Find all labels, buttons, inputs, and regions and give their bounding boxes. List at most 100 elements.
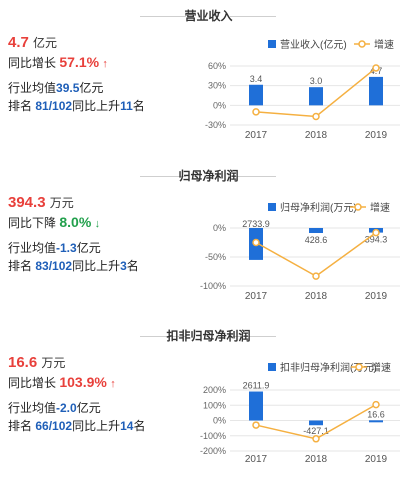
y-tick-label: 0% [213,416,226,426]
change-label: 同比下降 [8,216,57,230]
growth-point-2017 [252,238,260,247]
growth-point-2017 [252,421,260,429]
y-tick-label: 200% [203,385,226,395]
y-tick-label: -100% [200,281,226,291]
arrow-up-icon: ↑ [110,378,116,390]
industry-unit: 亿元 [76,401,101,415]
section-title-text: 扣非归母净利润 [166,329,251,343]
rank-value: 81/102 [35,99,73,113]
rank-row: 排名 81/102同比上升11名 [8,97,198,115]
bar-data-label: 3.0 [310,76,323,86]
section-1: 归母净利润 394.3 万元 同比下降 8.0% ↓ 行业均值-1.3亿元 排名 83/… [0,160,417,320]
industry-unit: 亿元 [76,241,101,255]
rank-suffix: 名 [132,99,145,113]
y-tick-label: 0% [213,100,226,110]
y-tick-label: -200% [200,446,226,456]
value-number: 4.7 [8,34,29,51]
x-tick-label: 2019 [365,130,388,141]
title-divider-left [140,336,186,337]
bar-data-label: 2611.9 [243,381,270,391]
combo-chart: 归母净利润(万元) 增速 0% -50% -100% 2733.9 428.6 394.3 20… [200,201,400,302]
section-title: 扣非归母净利润 [0,328,417,344]
x-tick-label: 2018 [305,130,328,141]
stats-block: 4.7 亿元 同比增长 57.1% ↑ 行业均值39.5亿元 排名 81/102同比上… [8,33,198,115]
industry-label: 行业均值 [8,241,57,255]
bar-data-label: 428.6 [305,235,328,245]
value-number: 16.6 [8,354,38,371]
y-tick-label: 60% [208,61,226,71]
bar-2017 [249,84,263,106]
rank-suffix: 名 [126,259,139,273]
section-title: 营业收入 [0,8,417,24]
growth-point-2018 [312,272,320,280]
bar-2017 [249,391,263,421]
rank-change-value: 14 [120,419,134,433]
industry-label: 行业均值 [8,401,57,415]
change-label: 同比增长 [8,376,57,390]
industry-label: 行业均值 [8,81,57,95]
value-unit: 万元 [41,356,66,370]
x-tick-label: 2017 [245,454,268,465]
change-value: 57.1% [59,54,100,70]
stats-block: 394.3 万元 同比下降 8.0% ↓ 行业均值-1.3亿元 排名 83/102同比… [8,193,198,275]
rank-value: 83/102 [35,259,73,273]
section-2: 扣非归母净利润 16.6 万元 同比增长 103.9% ↑ 行业均值-2.0亿元 排名 … [0,320,417,479]
y-tick-label: -50% [205,252,226,262]
arrow-down-icon: ↓ [94,218,101,230]
main-value: 16.6 万元 [8,353,198,373]
bar-2018 [309,87,323,106]
main-value: 4.7 亿元 [8,33,198,53]
section-title-text: 营业收入 [184,9,233,23]
legend-bar-swatch [268,40,276,48]
rank-row: 排名 66/102同比上升14名 [8,417,198,435]
x-tick-label: 2017 [245,291,268,302]
bar-2018 [309,228,323,234]
change-row: 同比增长 57.1% ↑ [8,53,198,73]
y-tick-label: 30% [208,81,226,91]
change-row: 同比增长 103.9% ↑ [8,373,198,393]
legend-line-label: 增速 [374,38,394,51]
arrow-up-icon: ↑ [102,58,108,70]
growth-point-2018 [312,435,320,443]
bar-2019 [369,420,383,423]
x-tick-label: 2019 [365,291,388,302]
industry-row: 行业均值-2.0亿元 [8,399,198,417]
rank-change-label: 同比上升 [72,419,121,433]
legend-bar-label: 扣非归母净利润(万元) [280,361,377,374]
section-title-text: 归母净利润 [178,169,239,183]
industry-unit: 亿元 [79,81,104,95]
change-label: 同比增长 [8,56,57,70]
industry-value: -1.3 [56,241,77,255]
y-tick-label: -100% [200,431,226,441]
rank-change-value: 3 [120,259,127,273]
value-unit: 万元 [49,196,74,210]
title-divider-right [230,176,276,177]
rank-change-label: 同比上升 [72,259,121,273]
rank-change-value: 11 [120,99,133,113]
stats-block: 16.6 万元 同比增长 103.9% ↑ 行业均值-2.0亿元 排名 66/102同… [8,353,198,435]
rank-label: 排名 [8,419,33,433]
legend-line-label: 增速 [370,201,390,214]
rank-label: 排名 [8,259,33,273]
legend-bar-swatch [268,363,276,371]
bar-data-label: 3.4 [250,74,263,84]
rank-suffix: 名 [133,419,146,433]
bar-2018 [309,420,323,426]
title-divider-left [140,16,186,17]
y-tick-label: -30% [205,120,226,130]
value-unit: 亿元 [33,36,58,50]
value-number: 394.3 [8,194,46,211]
legend-bar-label: 归母净利润(万元) [280,201,357,214]
industry-value: -2.0 [56,401,77,415]
y-tick-label: 100% [203,400,226,410]
bar-data-label: -427.1 [303,426,329,436]
growth-point-2019 [372,64,380,72]
rank-row: 排名 83/102同比上升3名 [8,257,198,275]
x-tick-label: 2019 [365,454,388,465]
industry-row: 行业均值39.5亿元 [8,79,198,97]
rank-change-label: 同比上升 [72,99,121,113]
title-divider-right [230,16,276,17]
legend-line-marker [355,363,363,371]
bar-data-label: 16.6 [367,409,385,419]
section-0: 营业收入 4.7 亿元 同比增长 57.1% ↑ 行业均值39.5亿元 排名 81/10… [0,0,417,160]
